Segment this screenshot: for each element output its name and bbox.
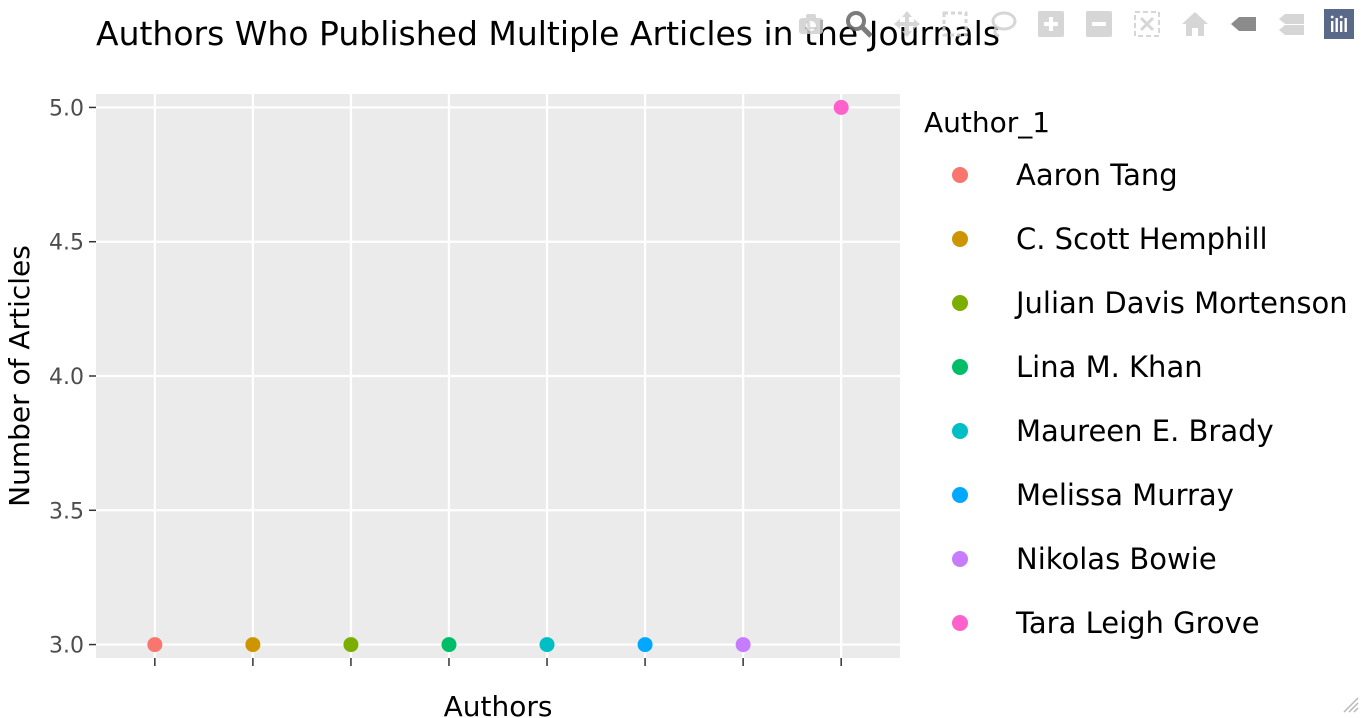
point-nikolas-bowie[interactable] xyxy=(735,637,751,653)
legend-item[interactable]: Lina M. Khan xyxy=(924,335,1348,399)
zoom-icon[interactable] xyxy=(840,6,878,42)
legend: Author_1 Aaron Tang C. Scott Hemphill Juli… xyxy=(924,106,1348,655)
legend-marker-icon xyxy=(952,359,968,375)
legend-label: Maureen E. Brady xyxy=(1016,414,1274,448)
zoom-out-icon[interactable] xyxy=(1080,6,1118,42)
legend-label: Nikolas Bowie xyxy=(1016,542,1217,576)
point-melissa-murray[interactable] xyxy=(637,637,653,653)
spike-lines-icon[interactable] xyxy=(1224,6,1262,42)
legend-item[interactable]: Melissa Murray xyxy=(924,463,1348,527)
point-c-scott-hemphill[interactable] xyxy=(245,637,261,653)
legend-label: Aaron Tang xyxy=(1016,158,1178,192)
legend-item[interactable]: Maureen E. Brady xyxy=(924,399,1348,463)
point-tara-leigh-grove[interactable] xyxy=(833,99,849,115)
legend-marker-icon xyxy=(952,487,968,503)
legend-label: Lina M. Khan xyxy=(1016,350,1203,384)
legend-marker-icon xyxy=(952,295,968,311)
legend-title: Author_1 xyxy=(924,106,1051,139)
plotly-logo-icon[interactable] xyxy=(1320,6,1358,42)
y-axis-label: Number of Articles xyxy=(3,245,36,507)
home-icon[interactable] xyxy=(1176,6,1214,42)
legend-item[interactable]: Nikolas Bowie xyxy=(924,527,1348,591)
y-tick-label: 5.0 xyxy=(49,96,84,121)
camera-icon[interactable] xyxy=(792,6,830,42)
point-aaron-tang[interactable] xyxy=(147,637,163,653)
legend-marker-icon xyxy=(952,231,968,247)
compare-hover-icon[interactable] xyxy=(1272,6,1310,42)
x-axis-label: Authors xyxy=(444,690,553,718)
legend-item[interactable]: C. Scott Hemphill xyxy=(924,207,1348,271)
pan-icon[interactable] xyxy=(888,6,926,42)
legend-label: C. Scott Hemphill xyxy=(1016,222,1268,256)
y-tick-label: 4.5 xyxy=(49,231,84,256)
legend-marker-icon xyxy=(952,615,968,631)
resize-handle[interactable] xyxy=(1338,692,1360,714)
point-lina-m-khan[interactable] xyxy=(441,637,457,653)
legend-marker-icon xyxy=(952,167,968,183)
box-select-icon[interactable] xyxy=(936,6,974,42)
legend-item[interactable]: Aaron Tang xyxy=(924,143,1348,207)
modebar xyxy=(792,6,1358,42)
data-points xyxy=(147,99,849,653)
legend-item[interactable]: Julian Davis Mortenson xyxy=(924,271,1348,335)
y-tick-label: 4.0 xyxy=(49,365,84,390)
y-tick-label: 3.0 xyxy=(49,634,84,659)
legend-item[interactable]: Tara Leigh Grove xyxy=(924,591,1348,655)
legend-marker-icon xyxy=(952,423,968,439)
zoom-in-icon[interactable] xyxy=(1032,6,1070,42)
y-axis: 3.0 3.5 4.0 4.5 5.0 xyxy=(49,96,96,659)
legend-marker-icon xyxy=(952,551,968,567)
legend-label: Julian Davis Mortenson xyxy=(1016,286,1348,320)
y-tick-label: 3.5 xyxy=(49,499,84,524)
x-axis xyxy=(154,658,842,666)
gridlines xyxy=(96,94,900,658)
point-maureen-e-brady[interactable] xyxy=(539,637,555,653)
legend-items: Aaron Tang C. Scott Hemphill Julian Davis … xyxy=(924,143,1348,655)
point-julian-davis-mortenson[interactable] xyxy=(343,637,359,653)
lasso-icon[interactable] xyxy=(984,6,1022,42)
legend-label: Tara Leigh Grove xyxy=(1016,606,1260,640)
autoscale-icon[interactable] xyxy=(1128,6,1166,42)
legend-label: Melissa Murray xyxy=(1016,478,1234,512)
